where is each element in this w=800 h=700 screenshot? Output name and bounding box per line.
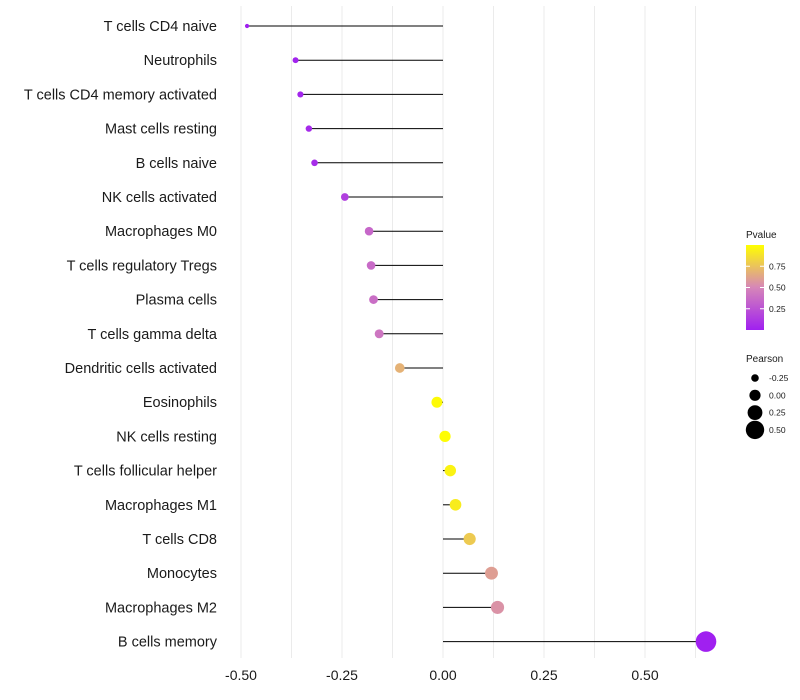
category-label: T cells gamma delta <box>88 327 218 343</box>
category-label: B cells memory <box>118 635 218 651</box>
size-key-label: 0.50 <box>769 425 786 435</box>
pearson-legend-title: Pearson <box>746 354 783 365</box>
colorbar-tick-label: 0.75 <box>769 261 786 271</box>
category-label: Dendritic cells activated <box>65 361 217 377</box>
category-label: T cells CD4 memory activated <box>24 87 217 103</box>
category-label: B cells naive <box>136 156 217 172</box>
points <box>244 23 717 652</box>
data-point <box>695 631 717 652</box>
pvalue-legend-title: Pvalue <box>746 230 777 241</box>
grid <box>240 6 696 658</box>
x-tick-label: 0.50 <box>631 667 658 683</box>
size-key-label: -0.25 <box>769 373 789 383</box>
x-tick-label: -0.25 <box>326 667 358 683</box>
colorbar-tick-label: 0.25 <box>769 304 786 314</box>
size-key-point <box>749 389 761 401</box>
data-point <box>364 226 374 236</box>
data-point <box>305 125 313 132</box>
data-point <box>311 159 318 167</box>
data-point <box>431 396 443 408</box>
size-key-label: 0.00 <box>769 390 786 400</box>
pvalue-legend: Pvalue 0.75 0.50 0.25 <box>746 230 786 330</box>
category-label: NK cells activated <box>102 190 217 206</box>
category-label: T cells regulatory Tregs <box>67 258 217 274</box>
data-point <box>292 57 299 64</box>
data-point <box>490 600 505 614</box>
data-point <box>485 566 498 580</box>
data-point <box>369 295 378 304</box>
category-label: Eosinophils <box>143 395 217 411</box>
category-label: Plasma cells <box>136 293 217 309</box>
category-label: Neutrophils <box>144 53 217 69</box>
data-point <box>444 464 457 477</box>
category-label: T cells follicular helper <box>74 464 217 480</box>
size-key-point <box>751 374 759 382</box>
data-point <box>394 363 405 373</box>
category-label: T cells CD8 <box>142 532 217 548</box>
size-key-label: 0.25 <box>769 408 786 418</box>
pvalue-colorbar <box>746 245 764 330</box>
data-point <box>463 532 476 546</box>
y-axis-labels: T cells CD4 naive Neutrophils T cells CD4 … <box>24 19 218 651</box>
size-key-point <box>747 405 763 420</box>
pearson-legend: Pearson -0.25 0.00 0.25 0.50 <box>745 354 789 440</box>
data-point <box>340 193 349 201</box>
category-label: Monocytes <box>147 566 217 582</box>
category-label: Mast cells resting <box>105 122 217 138</box>
size-key-point <box>745 420 765 440</box>
colorbar-tick-label: 0.50 <box>769 283 786 293</box>
data-point <box>374 329 384 339</box>
category-label: Macrophages M0 <box>105 224 217 240</box>
data-point <box>366 261 376 270</box>
x-tick-label: 0.25 <box>530 667 557 683</box>
data-point <box>297 91 304 98</box>
category-label: Macrophages M1 <box>105 498 217 514</box>
x-tick-label: -0.50 <box>225 667 257 683</box>
category-label: NK cells resting <box>116 429 217 445</box>
data-point <box>449 498 462 511</box>
data-point <box>439 430 451 443</box>
x-tick-label: 0.00 <box>429 667 456 683</box>
data-point <box>244 23 250 29</box>
category-label: T cells CD4 naive <box>104 19 217 35</box>
category-label: Macrophages M2 <box>105 600 217 616</box>
stems <box>247 25 707 643</box>
x-axis-labels: -0.50 -0.25 0.00 0.25 0.50 <box>225 667 659 683</box>
